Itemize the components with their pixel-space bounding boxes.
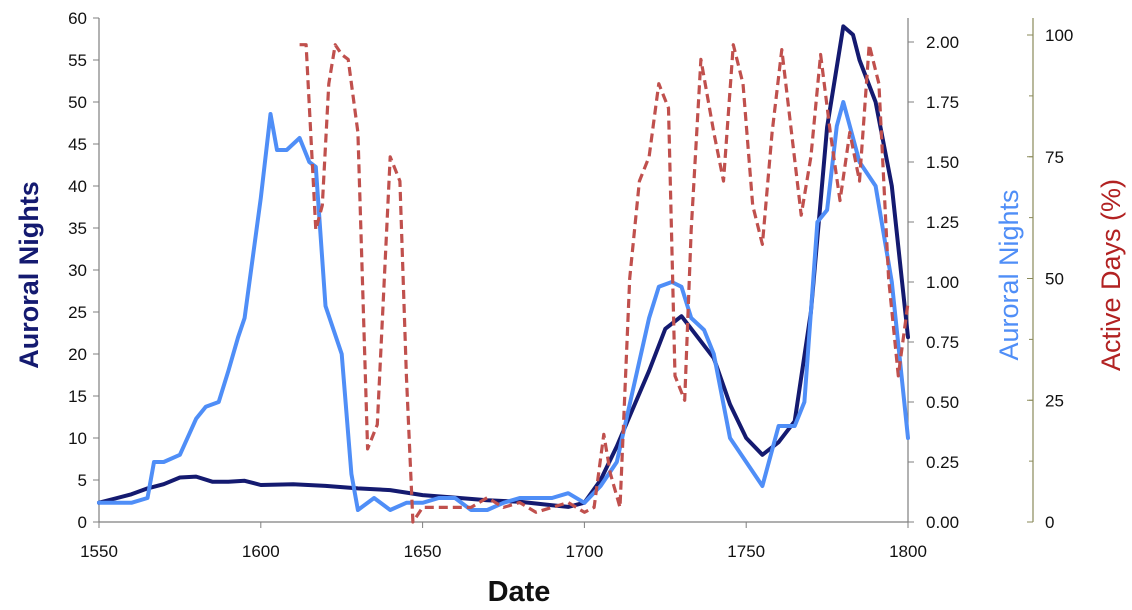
y-right2-tick-label: 100 bbox=[1045, 26, 1073, 45]
y-right1-tick-label: 0.50 bbox=[926, 393, 959, 412]
x-axis-label: Date bbox=[488, 576, 551, 608]
labels-layer: Auroral Nights Auroral Nights Active Day… bbox=[14, 179, 1126, 608]
y-left-tick-label: 45 bbox=[68, 135, 87, 154]
y-left-tick-label: 30 bbox=[68, 261, 87, 280]
y-right1-tick-label: 0.00 bbox=[926, 513, 959, 532]
y-right2-tick-label: 50 bbox=[1045, 270, 1064, 289]
y-left-tick-label: 20 bbox=[68, 345, 87, 364]
axes-layer: 1550 1600 1650 1700 1750 1800 0 5 10 15 20 25 30 35 40… bbox=[68, 9, 1073, 561]
series-layer bbox=[97, 24, 910, 524]
x-tick-label: 1650 bbox=[404, 542, 442, 561]
x-tick-label: 1700 bbox=[565, 542, 603, 561]
y-right2-tick-label: 0 bbox=[1045, 513, 1054, 532]
y-right2-tick-label: 25 bbox=[1045, 391, 1064, 410]
y-left-tick-label: 50 bbox=[68, 93, 87, 112]
x-tick-label: 1800 bbox=[889, 542, 927, 561]
y-right1-tick-label: 1.25 bbox=[926, 213, 959, 232]
y-right1-tick-label: 1.50 bbox=[926, 153, 959, 172]
y-left-tick-label: 0 bbox=[78, 513, 87, 532]
y-left-tick-label: 35 bbox=[68, 219, 87, 238]
y-axis-right1-label: Auroral Nights bbox=[994, 189, 1024, 360]
y-left-tick-label: 15 bbox=[68, 387, 87, 406]
x-tick-label: 1600 bbox=[242, 542, 280, 561]
series-line-right2 bbox=[299, 43, 910, 524]
y-left-tick-label: 25 bbox=[68, 303, 87, 322]
y-left-tick-label: 55 bbox=[68, 51, 87, 70]
x-tick-label: 1550 bbox=[80, 542, 118, 561]
y-left-tick-label: 40 bbox=[68, 177, 87, 196]
y-right1-tick-label: 0.75 bbox=[926, 333, 959, 352]
y-right1-tick-label: 2.00 bbox=[926, 33, 959, 52]
y-left-tick-label: 60 bbox=[68, 9, 87, 28]
y-right1-tick-label: 1.75 bbox=[926, 93, 959, 112]
y-right1-tick-label: 0.25 bbox=[926, 453, 959, 472]
y-left-tick-label: 10 bbox=[68, 429, 87, 448]
y-right2-tick-label: 75 bbox=[1045, 148, 1064, 167]
y-left-tick-label: 5 bbox=[78, 471, 87, 490]
y-axis-left-label: Auroral Nights bbox=[14, 181, 44, 369]
y-axis-right2-label: Active Days (%) bbox=[1096, 179, 1126, 371]
x-tick-label: 1750 bbox=[727, 542, 765, 561]
y-right1-tick-label: 1.00 bbox=[926, 273, 959, 292]
series-line-right1 bbox=[97, 100, 910, 512]
